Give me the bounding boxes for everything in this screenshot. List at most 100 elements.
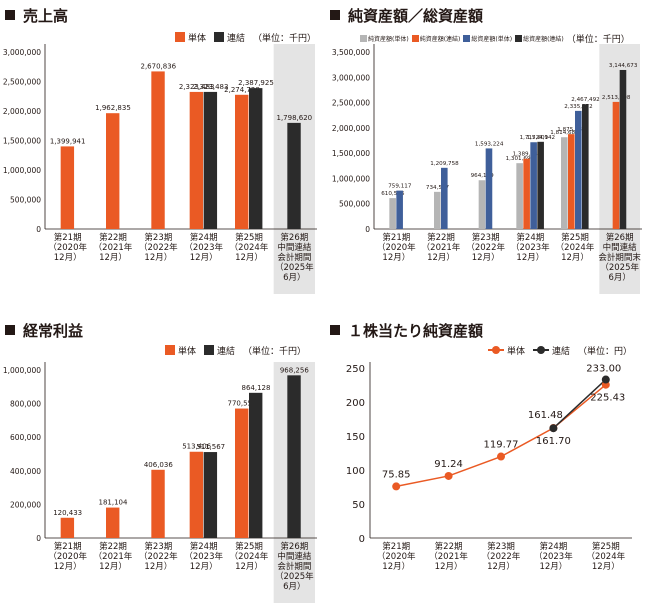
bps-panel: １株当たり純資産額 単体 連結 （単位：円） 0 50 100 150 200 250 75… (330, 320, 645, 610)
title-square-icon (5, 10, 15, 20)
bar (189, 91, 204, 229)
sales-chart: 0 500,000 1,000,000 1,500,000 2,000,000 2,500… (3, 44, 317, 294)
x-tick-label: 第25期（2024年 12月） (586, 541, 625, 572)
data-label: 91.24 (434, 459, 463, 470)
data-label: 161.48 (528, 410, 563, 421)
x-tick-label: 第26期中間連結会計期間（2025年 6月） (275, 232, 314, 283)
y-tick-label: 200,000 (10, 500, 41, 509)
y-tick-label: 100 (346, 466, 365, 477)
bar (106, 507, 120, 538)
ordinary-legend: 単体 連結 （単位：千円） (165, 344, 306, 357)
bar (60, 517, 75, 538)
data-label: 225.43 (590, 393, 625, 404)
y-tick-label: 1,500,000 (332, 149, 370, 158)
data-label: 1,301,696 (506, 156, 535, 162)
bar (612, 101, 620, 229)
bar (60, 146, 75, 229)
y-tick-label: 800,000 (10, 400, 41, 409)
bar (441, 167, 448, 229)
series-line (396, 384, 607, 488)
data-label: 1,593,224 (475, 141, 504, 147)
data-label: 2,387,925 (238, 79, 274, 87)
title-square-icon (5, 325, 15, 335)
bps-legend: 単体 連結 （単位：円） (488, 344, 632, 357)
bar (523, 158, 530, 229)
data-point (392, 482, 401, 491)
data-label: 233.00 (586, 364, 621, 375)
unit-label: （単位：千円） (253, 34, 317, 44)
data-label: 119.77 (484, 440, 519, 451)
y-tick-label: 0 (36, 534, 41, 543)
y-tick-label: 0 (36, 225, 41, 234)
sales-legend: 単体 連結 （単位：千円） (175, 31, 316, 44)
y-tick-label: 1,500,000 (3, 137, 41, 146)
bps-title: １株当たり純資産額 (330, 320, 483, 341)
y-tick-label: 0 (365, 225, 370, 234)
x-tick-label: 第25期（2024年 12月） (230, 232, 269, 263)
unit-label: （単位：円） (578, 347, 633, 357)
y-tick-label: 400,000 (10, 467, 41, 476)
data-label: 181,104 (99, 499, 128, 507)
y-tick-label: 3,000,000 (3, 48, 41, 57)
title-square-icon (330, 10, 340, 20)
bar (561, 137, 568, 229)
legend-na-consol: 純資産額(連結) (411, 34, 460, 43)
x-tick-label: 第24期（2023年 12月） (534, 541, 573, 572)
data-label: 2,513,398 (602, 95, 631, 101)
y-tick-label: 50 (352, 500, 365, 511)
data-label: 759,117 (388, 184, 412, 190)
bar (516, 163, 523, 229)
x-tick-label: 第25期（2024年 12月） (556, 232, 595, 263)
data-label: 75.85 (382, 469, 411, 480)
series-line (552, 379, 607, 429)
bar (478, 180, 486, 229)
x-tick-label: 第26期中間連結会計期間（2025年 6月） (275, 541, 314, 592)
bar (151, 469, 165, 538)
unit-label: （単位：千円） (243, 347, 307, 357)
ordinary-profit-panel: 経常利益 単体 連結 （単位：千円） 0 200,000 400,000 600,00… (3, 320, 320, 610)
bar (389, 198, 396, 229)
y-tick-label: 3,000,000 (332, 73, 370, 82)
legend-ta-single: 総資産額(単体) (463, 34, 512, 43)
bar (582, 104, 589, 229)
data-label: 1,389,748 (513, 152, 542, 158)
legend-consolidated: 連結 (533, 344, 570, 357)
bar (189, 451, 204, 538)
data-label: 1,399,941 (50, 137, 86, 145)
data-label: 513,406 (182, 443, 211, 451)
x-tick-label: 第22期（2021年 12月） (94, 541, 133, 572)
data-label: 2,467,492 (571, 97, 599, 103)
x-tick-label: 第23期（2022年 12月） (466, 232, 505, 263)
data-label: 968,256 (280, 366, 309, 374)
bar (619, 69, 627, 229)
bar (434, 191, 441, 229)
bar (537, 141, 544, 229)
data-label: 2,323,483 (193, 83, 229, 91)
x-tick-label: 第24期（2023年 12月） (511, 232, 550, 263)
x-tick-label: 第22期（2021年 12月） (422, 232, 461, 263)
x-tick-label: 第21期（2020年 12月） (377, 232, 416, 263)
data-label: 1,724,142 (527, 135, 555, 141)
y-tick-label: 0 (359, 534, 365, 545)
y-tick-label: 2,500,000 (3, 78, 41, 87)
bar (151, 71, 165, 229)
data-point (444, 471, 453, 480)
y-tick-label: 200 (346, 398, 365, 409)
bar (396, 190, 403, 229)
data-label: 964,109 (471, 173, 495, 179)
net-assets-title: 純資産額／総資産額 (330, 5, 483, 26)
x-tick-label: 第21期（2020年 12月） (377, 541, 416, 572)
data-label: 2,670,836 (141, 62, 177, 70)
y-tick-label: 600,000 (10, 433, 41, 442)
y-tick-label: 1,000,000 (3, 166, 41, 175)
x-tick-label: 第23期（2022年 12月） (139, 232, 178, 263)
data-label: 864,128 (242, 384, 271, 392)
bar (575, 110, 582, 229)
bar (235, 94, 249, 229)
data-label: 1,962,835 (95, 104, 131, 112)
data-label: 734,517 (426, 185, 450, 191)
data-label: 1,798,620 (277, 114, 313, 122)
net-assets-panel: 純資産額／総資産額 純資産額(単体) 純資産額(連結) 総資産額(単体) 総資産… (330, 5, 645, 295)
y-tick-label: 500,000 (10, 196, 41, 205)
legend-consolidated: 連結 (214, 31, 245, 44)
